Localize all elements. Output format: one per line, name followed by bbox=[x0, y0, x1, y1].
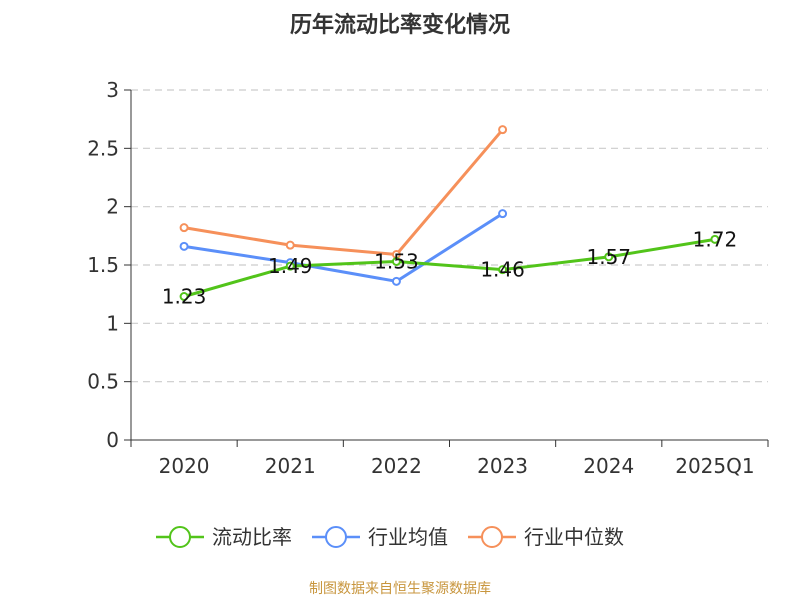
data-point[interactable] bbox=[391, 257, 401, 266]
data-point[interactable] bbox=[285, 240, 295, 250]
legend-item[interactable]: 行业中位数 bbox=[468, 525, 624, 549]
data-label: 1.49 bbox=[268, 254, 313, 278]
data-point[interactable] bbox=[498, 265, 508, 275]
x-tick-label: 2023 bbox=[477, 454, 528, 478]
data-label: 1.72 bbox=[693, 227, 738, 251]
data-point[interactable] bbox=[179, 292, 189, 301]
legend-item[interactable]: 行业均值 bbox=[312, 525, 448, 549]
legend-label: 行业均值 bbox=[368, 525, 448, 549]
y-tick-label: 3 bbox=[106, 78, 119, 102]
x-tick-label: 2022 bbox=[371, 454, 422, 478]
legend-marker bbox=[169, 526, 191, 548]
series-line bbox=[183, 212, 504, 283]
data-point[interactable] bbox=[604, 252, 614, 262]
data-point[interactable] bbox=[710, 234, 720, 244]
y-tick-label: 0 bbox=[106, 428, 119, 452]
data-point[interactable] bbox=[498, 125, 508, 135]
x-tick-label: 2021 bbox=[265, 454, 316, 478]
y-tick-label: 2.5 bbox=[87, 136, 119, 160]
series-group bbox=[179, 125, 720, 301]
x-tick-label: 2024 bbox=[583, 454, 634, 478]
data-labels: 1.23 1.49 1.53 1.46 1.57 1.72 bbox=[162, 227, 737, 308]
legend-marker bbox=[325, 526, 347, 548]
legend-label: 行业中位数 bbox=[524, 525, 624, 549]
grid-lines bbox=[131, 89, 768, 383]
y-axis: 0 0.5 1 1.5 2 2.5 3 bbox=[87, 78, 132, 452]
y-tick-label: 0.5 bbox=[87, 370, 119, 394]
legend-marker bbox=[481, 526, 503, 548]
data-point[interactable] bbox=[179, 223, 189, 233]
data-label: 1.53 bbox=[374, 250, 419, 274]
data-point[interactable] bbox=[179, 241, 189, 251]
x-tick-label: 2025Q1 bbox=[675, 454, 754, 478]
data-point[interactable] bbox=[498, 209, 508, 219]
series-line bbox=[183, 237, 716, 298]
legend-item[interactable]: 流动比率 bbox=[156, 525, 292, 549]
chart-title: 历年流动比率变化情况 bbox=[290, 12, 510, 38]
legend[interactable]: 流动比率 行业均值 行业中位数 bbox=[156, 525, 624, 549]
legend-label: 流动比率 bbox=[212, 525, 292, 549]
source-note: 制图数据来自恒生聚源数据库 bbox=[309, 581, 491, 597]
y-tick-label: 1.5 bbox=[87, 253, 119, 277]
data-label: 1.23 bbox=[162, 285, 207, 309]
data-label: 1.57 bbox=[586, 245, 631, 269]
data-label: 1.46 bbox=[480, 258, 525, 282]
series-line bbox=[183, 128, 504, 256]
y-tick-label: 1 bbox=[106, 311, 119, 335]
data-point[interactable] bbox=[391, 276, 401, 286]
data-point[interactable] bbox=[285, 261, 295, 271]
y-tick-label: 2 bbox=[106, 195, 119, 219]
x-axis: 2020 2021 2022 2023 2024 2025Q1 bbox=[130, 439, 769, 478]
x-tick-label: 2020 bbox=[159, 454, 210, 478]
